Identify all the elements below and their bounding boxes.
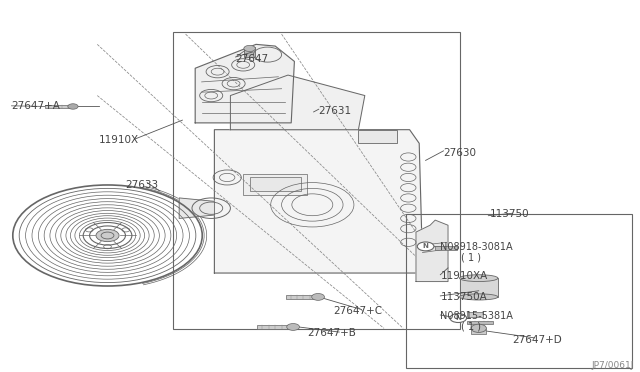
Circle shape xyxy=(96,230,119,242)
Bar xyxy=(467,312,483,317)
Polygon shape xyxy=(230,75,365,130)
Bar xyxy=(406,214,632,368)
Polygon shape xyxy=(179,198,214,218)
Text: N08918-3081A: N08918-3081A xyxy=(440,243,513,253)
Text: 113750: 113750 xyxy=(490,209,529,219)
Text: ( 1 ): ( 1 ) xyxy=(461,253,481,263)
Text: N08915-5381A: N08915-5381A xyxy=(440,311,513,321)
Text: 27633: 27633 xyxy=(125,180,158,190)
Text: 27630: 27630 xyxy=(444,148,477,158)
Text: 27647+B: 27647+B xyxy=(307,328,356,338)
Bar xyxy=(250,177,301,191)
Bar xyxy=(471,329,486,334)
Circle shape xyxy=(312,294,324,300)
Bar xyxy=(286,295,318,299)
Circle shape xyxy=(450,314,467,323)
Bar xyxy=(435,246,457,250)
Bar xyxy=(244,47,255,57)
Circle shape xyxy=(417,242,434,251)
Bar xyxy=(173,32,460,329)
Circle shape xyxy=(287,324,300,330)
Text: 113750A: 113750A xyxy=(440,292,487,302)
Bar xyxy=(45,105,73,108)
Text: N: N xyxy=(455,315,461,321)
Text: 27631: 27631 xyxy=(319,106,352,116)
Text: 11910XA: 11910XA xyxy=(440,271,488,281)
Polygon shape xyxy=(195,44,294,123)
Text: 11910X: 11910X xyxy=(99,135,140,145)
Text: 27647: 27647 xyxy=(236,54,269,64)
Text: 27647+D: 27647+D xyxy=(512,334,562,344)
Polygon shape xyxy=(214,130,422,273)
Ellipse shape xyxy=(460,275,498,282)
Circle shape xyxy=(68,104,78,109)
Bar xyxy=(358,130,397,143)
Bar xyxy=(257,325,293,329)
Ellipse shape xyxy=(460,294,498,300)
Text: JP7/0061J: JP7/0061J xyxy=(591,361,634,370)
Circle shape xyxy=(471,324,486,333)
Bar xyxy=(467,321,493,324)
Bar xyxy=(243,174,307,195)
Polygon shape xyxy=(416,220,448,282)
Text: 27647+C: 27647+C xyxy=(333,305,382,315)
Circle shape xyxy=(244,45,255,52)
Text: ( 1 ): ( 1 ) xyxy=(461,321,481,331)
Text: N: N xyxy=(422,243,429,249)
Text: 27647+A: 27647+A xyxy=(12,102,60,112)
Bar xyxy=(460,278,498,297)
